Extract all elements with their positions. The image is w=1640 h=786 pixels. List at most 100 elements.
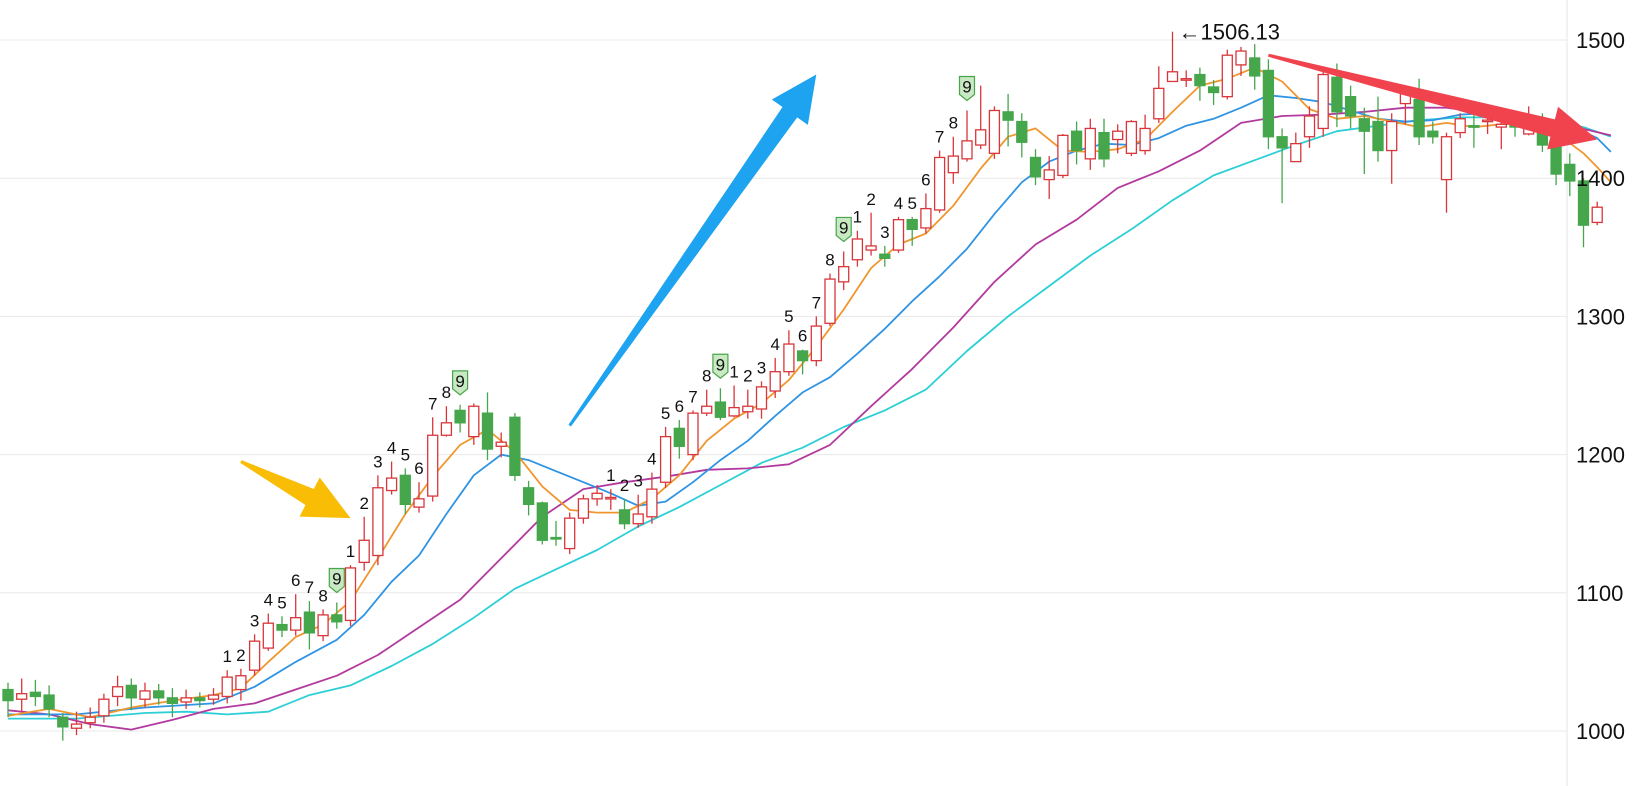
count-label: 2 bbox=[743, 367, 752, 386]
count-label: 1 bbox=[606, 466, 615, 485]
candle-body bbox=[2, 688, 14, 702]
candle-body bbox=[29, 691, 42, 698]
candle-body bbox=[1002, 111, 1014, 121]
candle-down bbox=[1070, 121, 1083, 165]
candle-down bbox=[303, 601, 316, 650]
candle-body bbox=[1495, 123, 1507, 128]
candle-down bbox=[618, 498, 631, 530]
candle-body bbox=[194, 697, 206, 702]
candle-up bbox=[495, 432, 507, 458]
candle-body bbox=[1180, 78, 1192, 81]
peak-label: ←1506.13 bbox=[1179, 20, 1281, 45]
candle-down bbox=[29, 679, 42, 707]
candle-body bbox=[796, 350, 809, 362]
candle-up bbox=[358, 516, 370, 571]
y-tick-label: 1300 bbox=[1576, 304, 1625, 329]
count-label: 9 bbox=[716, 355, 725, 374]
candle-down bbox=[331, 602, 343, 629]
count-label: 1 bbox=[346, 542, 355, 561]
count-label: 3 bbox=[250, 611, 259, 630]
candle-down bbox=[43, 685, 55, 718]
candle-body bbox=[824, 278, 836, 324]
candle-body bbox=[769, 371, 781, 392]
candle-body bbox=[564, 517, 576, 550]
candle-body bbox=[1084, 127, 1096, 160]
candle-down bbox=[1372, 96, 1384, 162]
count-badge-shape bbox=[835, 216, 852, 243]
red-arrow bbox=[1268, 53, 1598, 150]
count-label: 4 bbox=[894, 194, 903, 213]
count-label: 6 bbox=[675, 397, 684, 416]
candle-body bbox=[207, 694, 220, 700]
candle-body bbox=[98, 698, 110, 717]
candle-down bbox=[906, 216, 918, 246]
candle-up bbox=[975, 85, 987, 150]
candle-body bbox=[385, 477, 398, 492]
arrow-shape bbox=[568, 74, 817, 427]
candle-up bbox=[385, 461, 398, 495]
count-9-badge: 9 bbox=[712, 353, 729, 380]
candle-up bbox=[1112, 124, 1124, 154]
count-label: 6 bbox=[414, 459, 423, 478]
ma-medium-line bbox=[8, 94, 1612, 716]
candle-up bbox=[1057, 133, 1069, 179]
count-label: 5 bbox=[907, 194, 916, 213]
blue-arrow bbox=[568, 74, 817, 427]
candle-body bbox=[1564, 163, 1576, 182]
candle-body bbox=[728, 406, 740, 417]
candle-body bbox=[961, 140, 973, 160]
count-label: 3 bbox=[633, 472, 642, 491]
candle-up bbox=[180, 689, 192, 709]
yellow-arrow bbox=[240, 460, 351, 519]
candle-body bbox=[701, 405, 713, 414]
candle-up bbox=[427, 417, 439, 502]
candle-down bbox=[522, 480, 535, 516]
candle-body bbox=[1194, 73, 1206, 87]
candle-body bbox=[1386, 120, 1398, 152]
candle-body bbox=[235, 675, 247, 691]
candle-body bbox=[481, 412, 494, 450]
candle-up bbox=[1153, 66, 1165, 123]
candle-body bbox=[1317, 73, 1329, 130]
arrow-shape bbox=[1268, 53, 1598, 150]
count-9-badge: 9 bbox=[328, 567, 345, 594]
count-label: 2 bbox=[620, 476, 629, 495]
count-label: 9 bbox=[839, 218, 848, 237]
trend-arrows bbox=[240, 53, 1598, 519]
candle-body bbox=[1577, 180, 1590, 226]
candle-up bbox=[1125, 120, 1138, 157]
candle-body bbox=[838, 265, 850, 283]
candle-up bbox=[139, 682, 151, 708]
candle-body bbox=[536, 502, 548, 541]
count-label: 5 bbox=[784, 307, 793, 326]
candle-up bbox=[440, 406, 453, 437]
candle-up bbox=[262, 613, 274, 651]
candle-body bbox=[468, 405, 480, 438]
y-tick-label: 1200 bbox=[1576, 443, 1625, 468]
candles bbox=[2, 31, 1603, 741]
candle-body bbox=[1331, 76, 1343, 113]
candle-body bbox=[975, 129, 987, 146]
candle-body bbox=[1207, 86, 1220, 94]
candle-body bbox=[1358, 118, 1370, 132]
candle-body bbox=[1057, 134, 1069, 177]
candle-down bbox=[1016, 113, 1028, 158]
count-label: 6 bbox=[921, 170, 930, 189]
candle-down bbox=[509, 413, 521, 481]
candle-up bbox=[248, 634, 261, 676]
candle-up bbox=[1084, 118, 1096, 170]
candle-body bbox=[1413, 98, 1425, 138]
candle-body bbox=[591, 492, 603, 500]
count-9-badge: 9 bbox=[835, 216, 852, 243]
count-label: 7 bbox=[428, 394, 437, 413]
candle-down bbox=[1577, 178, 1590, 248]
count-label: 1 bbox=[222, 647, 231, 666]
candle-body bbox=[399, 474, 411, 506]
candle-down bbox=[1358, 107, 1370, 175]
candle-body bbox=[1344, 96, 1357, 117]
count-label: 8 bbox=[318, 586, 327, 605]
candle-down bbox=[714, 388, 727, 421]
candle-down bbox=[1564, 153, 1576, 197]
candle-body bbox=[1221, 54, 1233, 98]
